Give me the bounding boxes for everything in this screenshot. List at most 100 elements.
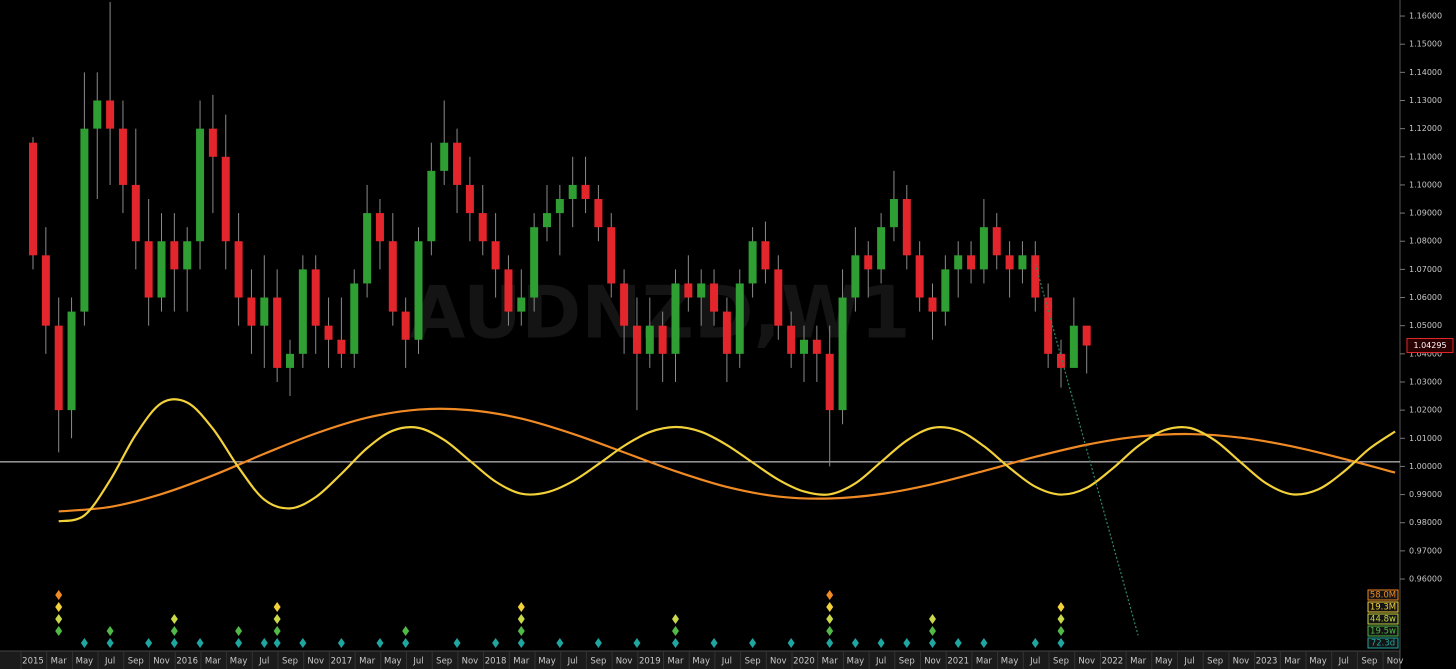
candle-body [67,311,76,411]
candle-body [761,241,770,270]
cycle-trough-marker [672,638,679,648]
candle-body [902,199,911,256]
legend-label: 58.0M [1370,591,1396,601]
x-tick-label: Sep [282,657,298,667]
cycle-trough-marker [787,638,795,648]
y-tick-label: 1.10000 [1409,180,1442,189]
x-tick-label: 2020 [793,657,815,667]
x-tick-label: May [692,657,710,667]
legend-label: 19.5w [1370,627,1396,637]
cycle-trough-marker [1031,638,1039,648]
x-tick-label: Sep [745,657,761,667]
cycle-trough-marker [235,638,243,648]
x-tick-label: May [230,657,248,667]
y-tick-label: 0.97000 [1409,546,1442,555]
cycle-trough-marker [260,638,268,648]
cycle-trough-marker [196,638,204,648]
cycle-trough-marker [55,590,63,600]
cycle-trough-marker [1057,614,1065,624]
candle-body [530,227,539,298]
x-tick-label: Jul [258,657,269,667]
y-tick-label: 1.15000 [1409,40,1442,49]
x-tick-label: Sep [1053,657,1069,667]
cycle-line [58,398,1396,523]
candle-body [41,255,50,326]
cycle-trough-marker [826,614,834,624]
cycle-trough-marker [1057,638,1065,648]
x-tick-label: 2022 [1102,657,1124,667]
x-tick-label: May [384,657,402,667]
cycle-trough-marker [594,638,602,648]
candle-body [337,339,346,354]
candle-body [427,170,436,242]
candle-body [632,325,641,354]
candle-body [1005,255,1014,270]
cycle-trough-marker [672,626,679,636]
x-tick-label: Nov [1078,657,1095,667]
legend-label: 19.3M [1370,603,1396,613]
x-tick-label: 2019 [639,657,661,667]
x-tick-label: 2021 [947,657,969,667]
candle-body [183,241,192,270]
x-tick-label: Mar [513,657,530,667]
candle-body [363,213,372,284]
y-tick-label: 1.03000 [1409,377,1442,386]
candle-body [1044,297,1053,354]
x-tick-label: Nov [153,657,170,667]
cycle-trough-marker [170,626,178,636]
x-tick-label: Mar [51,657,68,667]
candle-body [748,241,757,284]
candle-body [915,255,924,298]
candle-body [889,199,898,228]
x-tick-label: Jul [567,657,578,667]
x-tick-label: Mar [359,657,376,667]
candle-body [594,199,603,228]
cycle-trough-marker [402,626,410,636]
x-tick-label: Sep [128,657,144,667]
cycle-trough-marker [517,614,525,624]
candle-body [710,283,719,312]
x-tick-label: May [1001,657,1019,667]
candle-body [1018,255,1027,270]
cycle-trough-marker [80,638,88,648]
x-tick-label: Sep [590,657,606,667]
cycle-trough-marker [980,638,988,648]
y-tick-label: 1.11000 [1409,152,1442,161]
y-tick-label: 1.05000 [1409,321,1442,330]
candle-body [208,128,217,157]
candle-body [838,297,847,411]
candle-body [928,297,937,312]
x-tick-label: Nov [616,657,633,667]
cycle-trough-marker [826,626,834,636]
cycle-trough-marker [929,626,936,636]
cycle-trough-marker [633,638,641,648]
cycle-trough-marker [273,626,281,636]
cycle-trough-marker [954,638,962,648]
cycle-trough-marker [826,638,834,648]
candle-body [453,142,462,185]
y-tick-label: 1.16000 [1409,12,1442,21]
candle-body [491,241,500,270]
candle-body [954,255,963,270]
cycle-trough-marker [106,626,114,636]
candle-body [504,269,513,312]
cycle-trough-marker [826,590,834,600]
candle-body [260,297,269,326]
cycle-line [58,407,1396,513]
x-tick-label: Nov [307,657,324,667]
candle-body [774,269,783,326]
cycle-trough-marker [1057,626,1065,636]
candle-body [979,227,988,270]
legend-box [1367,589,1399,601]
legend-box [1367,613,1399,625]
cycle-trough-marker [235,626,243,636]
candle-body [234,241,243,298]
candle-body [800,339,808,354]
cycle-trough-marker [929,638,936,648]
x-tick-label: Mar [1130,657,1147,667]
candle-body [1082,325,1091,346]
candle-body [967,255,976,270]
trend-line [1034,263,1139,636]
candle-body [401,311,410,340]
cycle-trough-marker [106,638,114,648]
